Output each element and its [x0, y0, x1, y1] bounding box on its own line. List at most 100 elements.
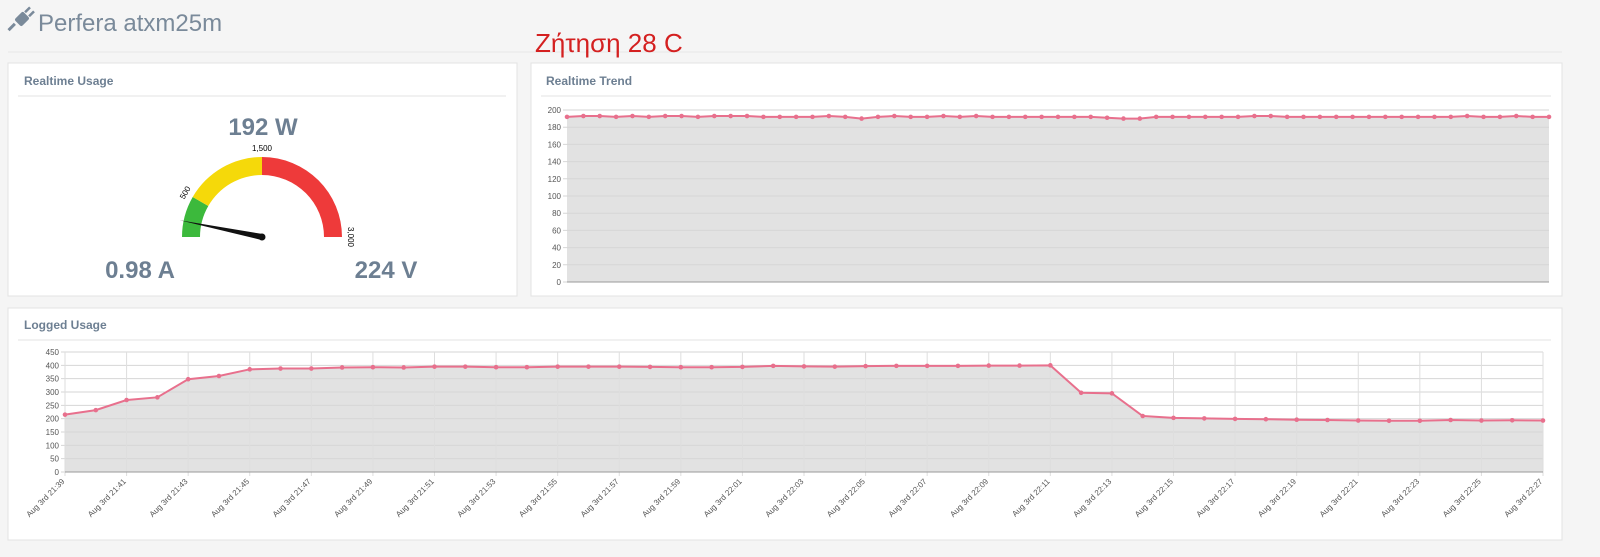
gauge-band — [262, 157, 342, 237]
point — [678, 364, 684, 370]
point — [309, 366, 314, 371]
point — [1530, 114, 1535, 120]
point — [1386, 418, 1392, 424]
y-tick-label: 100 — [46, 441, 60, 450]
point — [1121, 116, 1126, 121]
point — [1479, 418, 1484, 423]
point — [875, 114, 881, 120]
y-tick-label: 400 — [46, 361, 60, 370]
point — [1355, 418, 1361, 423]
point — [1399, 114, 1404, 120]
point — [1333, 114, 1339, 120]
y-tick-label: 100 — [548, 192, 562, 201]
point — [770, 363, 776, 369]
point — [1006, 114, 1012, 120]
point — [216, 373, 222, 379]
point — [941, 113, 946, 119]
point — [679, 113, 684, 119]
point — [859, 116, 864, 121]
point — [761, 114, 766, 120]
y-tick-label: 0 — [55, 468, 60, 477]
point — [1317, 114, 1323, 120]
point — [709, 364, 714, 370]
point — [1497, 114, 1503, 120]
point — [1171, 415, 1176, 421]
point — [370, 364, 376, 370]
point — [1432, 114, 1437, 120]
panel-title: Realtime Usage — [24, 74, 114, 88]
point — [986, 363, 992, 368]
point — [278, 366, 283, 371]
point — [1078, 390, 1084, 396]
area — [567, 116, 1549, 283]
point — [1294, 417, 1299, 423]
point — [1366, 114, 1372, 120]
point — [1415, 114, 1421, 120]
point — [1022, 114, 1028, 120]
y-tick-label: 20 — [552, 261, 561, 270]
point — [740, 364, 745, 370]
point — [1203, 114, 1208, 120]
point — [1088, 114, 1094, 120]
point — [712, 113, 717, 119]
point — [1017, 363, 1022, 368]
panel — [7, 62, 518, 297]
point — [564, 114, 570, 120]
point — [155, 395, 160, 400]
voltage-reading: 224 V — [355, 257, 418, 284]
point — [990, 114, 995, 120]
point — [613, 114, 619, 120]
point — [1509, 417, 1515, 423]
point — [1048, 363, 1053, 368]
gauge-tick-label: 1,500 — [252, 144, 273, 153]
point — [1186, 114, 1192, 120]
point — [1140, 413, 1146, 419]
point — [1153, 114, 1159, 120]
point — [1263, 416, 1269, 422]
point — [1109, 391, 1115, 396]
point — [1448, 417, 1453, 423]
point — [1448, 114, 1454, 120]
point — [597, 113, 603, 119]
point — [957, 114, 963, 120]
point — [892, 113, 897, 119]
point — [555, 364, 560, 369]
point — [1301, 114, 1306, 120]
point — [955, 363, 961, 369]
point — [646, 114, 652, 120]
point — [826, 113, 832, 119]
gauge-needle — [179, 220, 263, 240]
point — [1039, 114, 1044, 120]
point — [924, 363, 930, 369]
y-tick-label: 160 — [548, 140, 562, 149]
current-reading: 0.98 A — [105, 257, 175, 284]
point — [1137, 116, 1143, 121]
point — [1252, 113, 1257, 119]
panel-title: Logged Usage — [24, 318, 107, 332]
gauge-tick-label: 3,000 — [346, 227, 355, 248]
y-tick-label: 250 — [46, 401, 60, 410]
plug-icon — [7, 6, 35, 32]
point — [524, 364, 530, 370]
point — [1201, 416, 1207, 421]
point — [586, 364, 591, 369]
point — [339, 365, 345, 370]
point — [647, 364, 653, 370]
point — [1232, 416, 1238, 422]
y-tick-label: 50 — [50, 455, 59, 464]
point — [1268, 113, 1274, 119]
y-tick-label: 450 — [46, 348, 60, 357]
point — [247, 367, 253, 372]
point — [744, 113, 750, 119]
point — [432, 364, 437, 369]
point — [185, 376, 191, 382]
point — [62, 412, 68, 417]
point — [401, 365, 407, 370]
page-title: Perfera atxm25m — [38, 10, 222, 37]
point — [1383, 114, 1388, 120]
point — [1235, 114, 1241, 120]
point — [1513, 113, 1519, 119]
point — [630, 113, 635, 119]
